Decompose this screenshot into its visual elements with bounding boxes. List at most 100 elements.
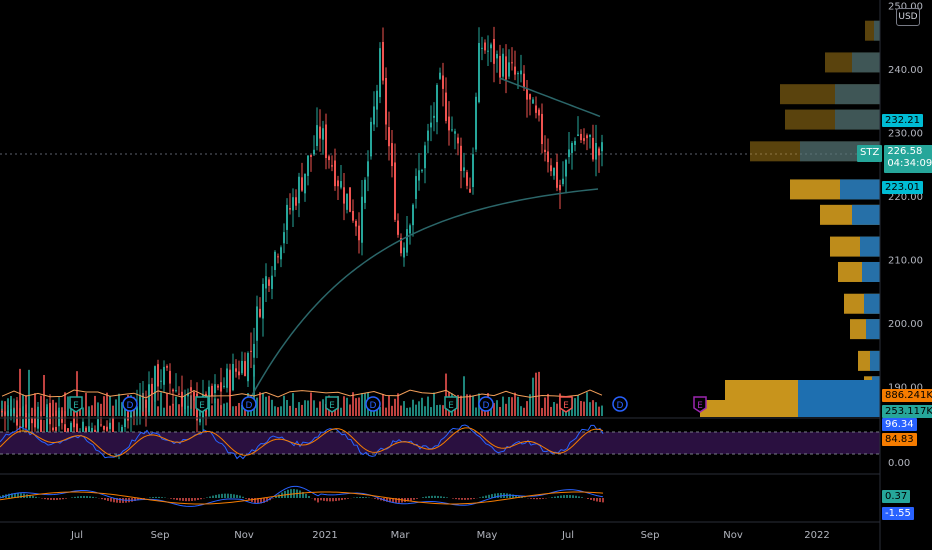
volume-bar: [352, 392, 354, 416]
macd-histogram-bar: [134, 498, 136, 501]
candle-body: [571, 143, 573, 153]
macd-histogram-bar: [602, 498, 604, 503]
macd-histogram-bar: [83, 495, 85, 498]
candle-body: [472, 154, 474, 188]
volume-bar: [235, 406, 237, 416]
candle-body: [247, 353, 249, 382]
candle-body: [292, 197, 294, 211]
candle-body: [151, 383, 153, 395]
macd-histogram-bar: [155, 496, 157, 498]
candle-body: [229, 370, 231, 392]
candle-body: [358, 225, 360, 241]
candle-body: [478, 42, 480, 103]
macd-histogram-bar: [248, 498, 250, 501]
candle-body: [67, 428, 69, 433]
candle-body: [64, 424, 66, 434]
candle-body: [415, 176, 417, 199]
candle-body: [13, 409, 15, 414]
volume-bar: [220, 405, 222, 416]
macd-histogram-bar: [410, 498, 412, 501]
candle-body: [214, 384, 216, 394]
macd-histogram-bar: [530, 498, 532, 499]
volume-average-line: [1, 389, 603, 399]
volume-bar: [82, 407, 84, 416]
volume-bar: [67, 396, 69, 416]
volume-bar: [40, 395, 42, 416]
volume-bar: [364, 393, 366, 416]
candle-body: [430, 122, 432, 128]
candle-body: [235, 368, 237, 372]
stochastic-k-tag: 96.34: [882, 418, 917, 431]
macd-histogram-bar: [0, 495, 1, 498]
candle-body: [493, 38, 495, 64]
volume-bar: [169, 405, 171, 416]
volume-bar: [496, 400, 498, 416]
volume-bar: [361, 393, 363, 416]
candle-body: [499, 55, 501, 78]
macd-histogram-bar: [218, 494, 220, 498]
ma-upper-price-tag: 232.21: [882, 114, 923, 127]
candle-body: [409, 225, 411, 234]
currency-badge[interactable]: USD: [896, 8, 920, 26]
volume-bar: [400, 405, 402, 416]
candle-body: [265, 276, 267, 289]
volume-bar: [283, 395, 285, 416]
volume-bar: [307, 400, 309, 416]
macd-histogram-bar: [137, 498, 139, 501]
volume-bar: [418, 401, 420, 416]
macd-histogram: [0, 489, 604, 504]
volume-bar: [535, 372, 537, 416]
macd-histogram-bar: [581, 497, 583, 498]
macd-histogram-bar: [215, 494, 217, 498]
candle-body: [514, 66, 516, 75]
candle-body: [316, 125, 318, 146]
time-axis[interactable]: Jul Sep Nov 2021 Mar May Jul Sep Nov 2022: [70, 530, 830, 541]
volume-bar: [34, 393, 36, 416]
volume-bar: [277, 407, 279, 416]
price-axis[interactable]: 250.00 240.00 230.00 220.00 210.00 200.00 190.…: [888, 1, 923, 393]
macd-histogram-bar: [422, 497, 424, 498]
macd-histogram-bar: [263, 498, 265, 503]
volume-bar: [265, 396, 267, 416]
macd-histogram-bar: [515, 495, 517, 498]
macd-histogram-bar: [347, 498, 349, 499]
macd-histogram-bar: [107, 498, 109, 501]
candle-body: [391, 143, 393, 167]
macd-histogram-bar: [326, 498, 328, 502]
candle-body: [19, 426, 21, 428]
macd-histogram-bar: [542, 498, 544, 499]
candle-body: [28, 416, 30, 430]
candle-body: [373, 106, 375, 125]
macd-histogram-bar: [59, 498, 61, 500]
candle-body: [163, 366, 165, 385]
event-marker-label: E: [329, 401, 335, 411]
candle-body: [76, 423, 78, 439]
macd-histogram-bar: [152, 497, 154, 498]
candle-body: [589, 134, 591, 137]
candle-body: [1, 410, 3, 413]
macd-histogram-bar: [464, 498, 466, 500]
candle-body: [517, 73, 519, 75]
volume-bar: [115, 399, 117, 416]
macd-histogram-bar: [185, 498, 187, 502]
candle-body: [343, 187, 345, 204]
volume-bar: [349, 404, 351, 416]
macd-histogram-bar: [596, 498, 598, 502]
macd-histogram-bar: [314, 498, 316, 501]
macd-histogram-bar: [479, 497, 481, 498]
volume-profile-bar: [835, 109, 880, 130]
macd-histogram-bar: [116, 498, 118, 503]
volume-profile-bar: [798, 380, 880, 400]
volume-bar: [550, 406, 552, 416]
volume-bar: [172, 403, 174, 416]
candle-body: [364, 179, 366, 203]
macd-histogram-bar: [557, 496, 559, 498]
macd-signal-line: [0, 491, 604, 505]
candle-body: [382, 41, 384, 81]
candle-body: [481, 47, 483, 49]
candle-body: [370, 121, 372, 157]
candle-body: [568, 149, 570, 158]
candle-body: [337, 180, 339, 187]
